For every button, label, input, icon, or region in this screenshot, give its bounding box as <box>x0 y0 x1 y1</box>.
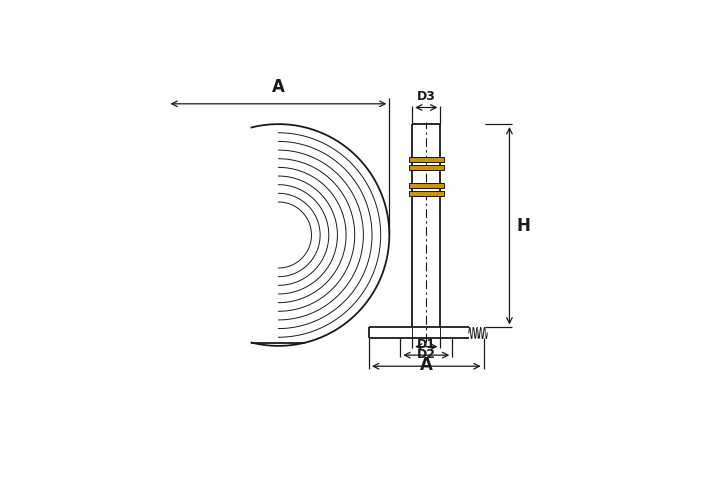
FancyBboxPatch shape <box>408 165 444 170</box>
Text: D3: D3 <box>417 90 436 103</box>
Text: A: A <box>272 78 285 96</box>
Text: H: H <box>517 217 531 235</box>
FancyBboxPatch shape <box>408 182 444 188</box>
Text: A: A <box>420 356 433 374</box>
FancyBboxPatch shape <box>408 191 444 196</box>
FancyBboxPatch shape <box>408 156 444 162</box>
Text: D2: D2 <box>417 348 436 361</box>
Text: D1: D1 <box>417 338 436 351</box>
